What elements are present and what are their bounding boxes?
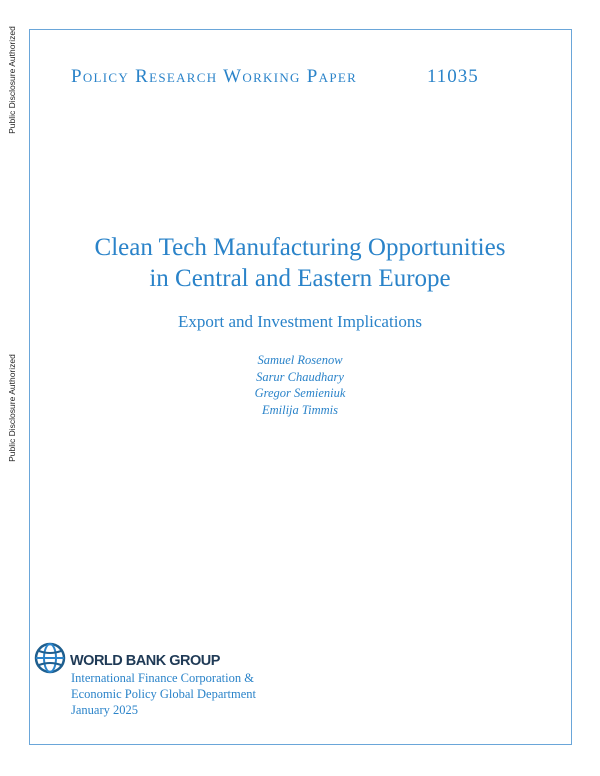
disclosure-label-top: Public Disclosure Authorized (7, 26, 17, 134)
author-list: Samuel Rosenow Sarur Chaudhary Gregor Se… (0, 352, 600, 418)
paper-number: 11035 (427, 66, 479, 87)
paper-title: Clean Tech Manufacturing Opportunities i… (0, 232, 600, 294)
author: Emilija Timmis (261, 402, 339, 417)
paper-subtitle: Export and Investment Implications (177, 312, 423, 331)
series-name: Policy Research Working Paper (71, 66, 358, 87)
author: Gregor Semieniuk (254, 386, 346, 400)
globe-icon (34, 642, 66, 674)
publication-date: January 2025 (71, 703, 138, 717)
title-line: in Central and Eastern Europe (149, 265, 451, 292)
department-block: International Finance Corporation & Econ… (71, 670, 256, 718)
department-line: International Finance Corporation & (71, 671, 254, 685)
cover-frame (29, 29, 572, 745)
department-line: Economic Policy Global Department (71, 687, 257, 701)
author: Samuel Rosenow (257, 353, 343, 367)
author: Sarur Chaudhary (256, 369, 344, 384)
logo-text: WORLD BANK GROUP (70, 653, 220, 669)
world-bank-logo: WORLD BANK GROUP (33, 641, 220, 675)
title-line: Clean Tech Manufacturing Opportunities (94, 234, 506, 261)
